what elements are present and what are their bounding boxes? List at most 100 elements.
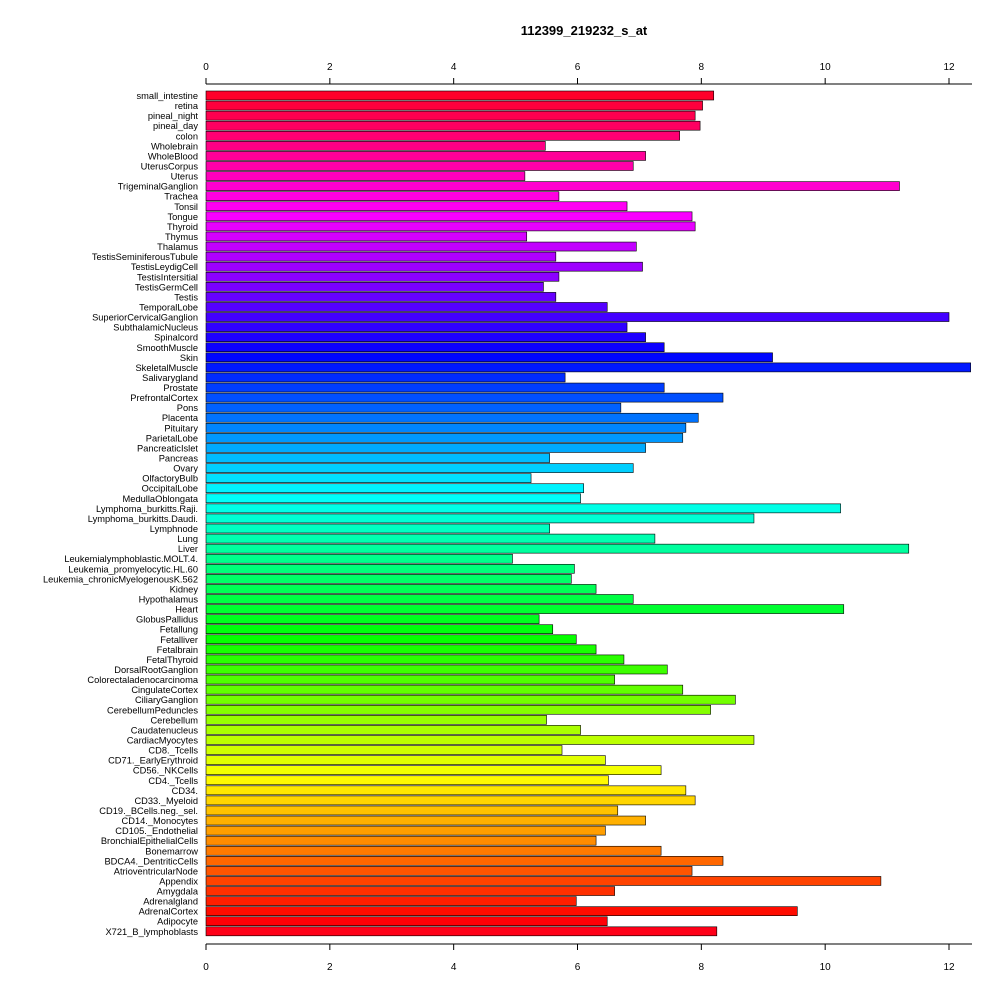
bar-Skin [205, 352, 773, 363]
bars-group [205, 90, 971, 937]
category-label: Tongue [167, 212, 198, 222]
bar-Pancreas [205, 453, 550, 463]
bottom-tick-label: 10 [820, 962, 832, 973]
bar-Appendix [205, 876, 882, 886]
bar-pineal_day [205, 120, 701, 131]
category-label: Lung [177, 534, 198, 544]
bar-Cerebellum [205, 715, 547, 725]
bottom-tick-label: 8 [699, 962, 705, 973]
category-label: Tonsil [174, 202, 198, 212]
bar-PancreaticIslet [205, 443, 646, 453]
top-tick-label: 10 [820, 62, 832, 73]
bar-Heart [205, 604, 845, 614]
bar-TrigeminalGanglion [205, 181, 900, 191]
category-label: CD105._Endothelial [115, 826, 198, 836]
category-label: Placenta [162, 413, 199, 423]
category-label: CD56._NKCells [133, 766, 198, 776]
bar-Tonsil [205, 201, 628, 212]
bar-AdrenalCortex [205, 906, 798, 916]
category-label: Caudatenucleus [131, 725, 199, 735]
bar-ParietalLobe [205, 433, 684, 443]
bar-TestisLeydigCell [205, 261, 643, 272]
category-label: OlfactoryBulb [142, 474, 198, 484]
top-tick-label: 2 [327, 62, 333, 73]
bar-Uterus [205, 171, 526, 181]
bar-TestisIntersitial [205, 271, 560, 282]
bar-Salivarygland [205, 372, 566, 383]
bar-Caudatenucleus [205, 725, 581, 735]
top-tick-label: 0 [203, 62, 209, 73]
category-label: colon [176, 131, 198, 141]
bar-Lymphnode [205, 523, 550, 534]
bar-CingulateCortex [205, 684, 684, 695]
category-label: CerebellumPeduncles [107, 705, 198, 715]
category-label: Skin [180, 353, 198, 363]
category-label: Ovary [173, 464, 198, 474]
category-label: Fetalliver [160, 635, 198, 645]
category-label: TestisGermCell [135, 282, 198, 292]
category-label: Thalamus [157, 242, 198, 252]
category-label: Prostate [163, 383, 198, 393]
category-label: Uterus [171, 172, 199, 182]
bar-colon [205, 130, 680, 141]
bar-FetalThyroid [205, 654, 625, 665]
category-label: Pancreas [159, 454, 199, 464]
top-tick-label: 12 [943, 62, 955, 73]
category-label: Leukemialymphoblastic.MOLT.4. [64, 554, 198, 564]
category-label: BronchialEpithelialCells [101, 836, 199, 846]
bar-Bonemarrow [205, 845, 662, 856]
bar-CD14._Monocytes [205, 815, 646, 826]
bar-OlfactoryBulb [205, 473, 532, 483]
category-label: OccipitalLobe [142, 484, 198, 494]
category-label: Cerebellum [150, 715, 198, 725]
bar-Lymphoma_burkitts.Daudi. [205, 513, 755, 524]
bar-Colorectaladenocarcinoma [205, 674, 615, 685]
bar-Lung [205, 533, 656, 544]
bar-GlobusPallidus [205, 614, 540, 624]
category-label: Testis [174, 292, 198, 302]
category-label: Bonemarrow [145, 846, 198, 856]
category-label: Salivarygland [142, 373, 198, 383]
bar-TemporalLobe [205, 302, 608, 312]
bar-Spinalcord [205, 332, 646, 342]
bar-Leukemia_chronicMyelogenousK.562 [205, 574, 572, 584]
bar-Pons [205, 402, 622, 413]
bar-Fetalbrain [205, 644, 597, 655]
bar-CD8._Tcells [205, 745, 563, 755]
bar-BDCA4._DentriticCells [205, 856, 724, 866]
bar-Placenta [205, 412, 699, 423]
bar-CiliaryGanglion [205, 694, 736, 705]
category-label: CD71._EarlyErythroid [108, 756, 198, 766]
category-label: CD14._Monocytes [122, 816, 199, 826]
category-label: SuperiorCervicalGanglion [92, 313, 198, 323]
category-label: FetalThyroid [146, 655, 198, 665]
category-label: ParietalLobe [146, 433, 198, 443]
bar-Lymphoma_burkitts.Raji. [205, 503, 841, 514]
bar-AtrioventricularNode [205, 866, 693, 876]
category-label: SmoothMuscle [137, 343, 199, 353]
bar-CardiacMyocytes [205, 735, 755, 745]
bar-SkeletalMuscle [205, 362, 971, 373]
bar-Trachea [205, 191, 560, 201]
bar-Hypothalamus [205, 594, 634, 604]
category-label: AdrenalCortex [139, 907, 199, 917]
bar-CD4._Tcells [205, 775, 609, 786]
bar-retina [205, 100, 703, 111]
category-label: PrefrontalCortex [130, 393, 198, 403]
bar-pineal_night [205, 110, 696, 121]
category-label: TestisSeminiferousTubule [92, 252, 198, 262]
category-label: retina [175, 101, 199, 111]
category-label: Lymphoma_burkitts.Daudi. [88, 514, 198, 524]
bar-BronchialEpithelialCells [205, 835, 597, 846]
bar-Amygdala [205, 886, 615, 896]
category-label: TestisIntersitial [137, 272, 198, 282]
bar-CerebellumPeduncles [205, 704, 711, 715]
category-label: CiliaryGanglion [135, 695, 198, 705]
category-label: Kidney [170, 584, 199, 594]
category-label: Trachea [164, 192, 199, 202]
bar-Leukemia_promyelocytic.HL.60 [205, 563, 575, 574]
bar-OccipitalLobe [205, 483, 584, 494]
bar-SuperiorCervicalGanglion [205, 312, 950, 322]
